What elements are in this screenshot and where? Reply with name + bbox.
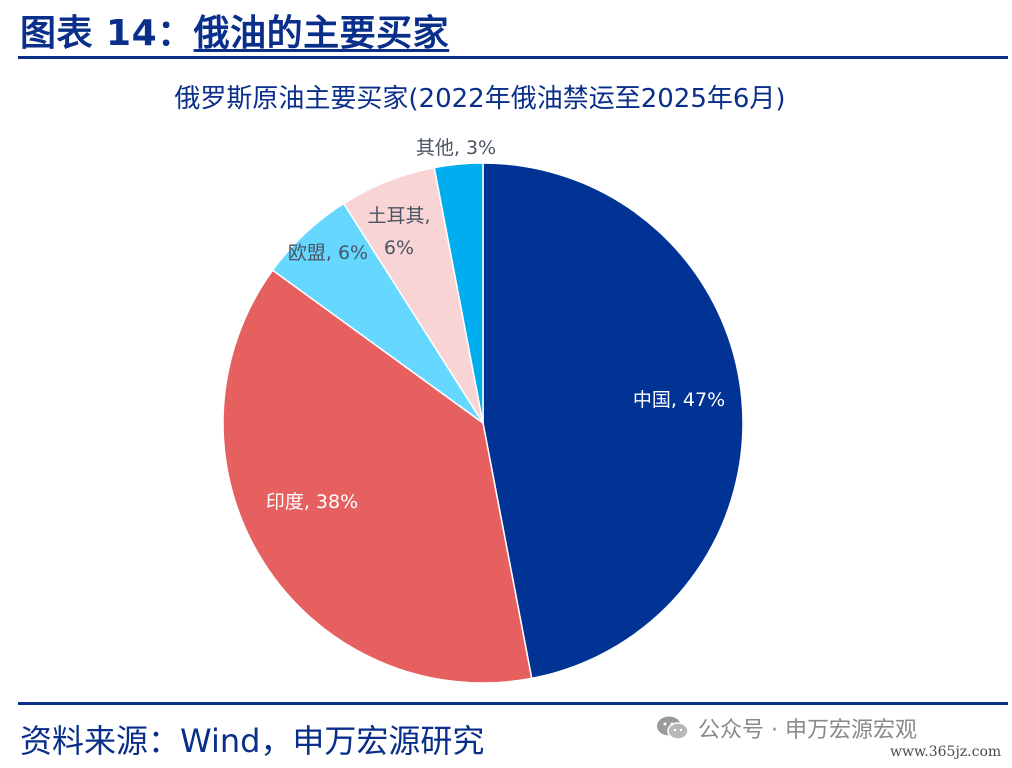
wechat-icon xyxy=(657,716,689,740)
pie-slice-印度 xyxy=(222,269,533,684)
top-divider xyxy=(18,56,1008,59)
slice-label-其他: 其他, 3% xyxy=(416,137,496,159)
slice-label-印度: 印度, 38% xyxy=(266,491,358,513)
figure-label: 图表 14： xyxy=(20,13,194,54)
pie-slice-其他 xyxy=(433,162,484,424)
chart-title: 俄罗斯原油主要买家(2022年俄油禁运至2025年6月) xyxy=(174,84,786,114)
slice-label-土耳其: 土耳其, 6% xyxy=(367,205,430,259)
pie-chart: 中国, 47% 印度, 38% 欧盟, 6%土耳其, 6% 其他, 3% xyxy=(222,137,744,684)
figure-title: 图表 14：俄油的主要买家 xyxy=(20,4,449,56)
bottom-divider xyxy=(18,702,1008,705)
watermark-url: www.365jz.com xyxy=(890,744,1002,760)
pie-slice-中国 xyxy=(482,162,744,680)
watermark-text: 公众号 · 申万宏源宏观 xyxy=(698,718,917,743)
source-note: 资料来源：Wind，申万宏源研究 xyxy=(20,722,485,760)
figure-heading: 俄油的主要买家 xyxy=(193,13,450,54)
slice-label-中国: 中国, 47% xyxy=(633,389,725,411)
slice-label-欧盟: 欧盟, 6% xyxy=(288,242,368,264)
watermark: 公众号 · 申万宏源宏观 xyxy=(656,712,917,744)
